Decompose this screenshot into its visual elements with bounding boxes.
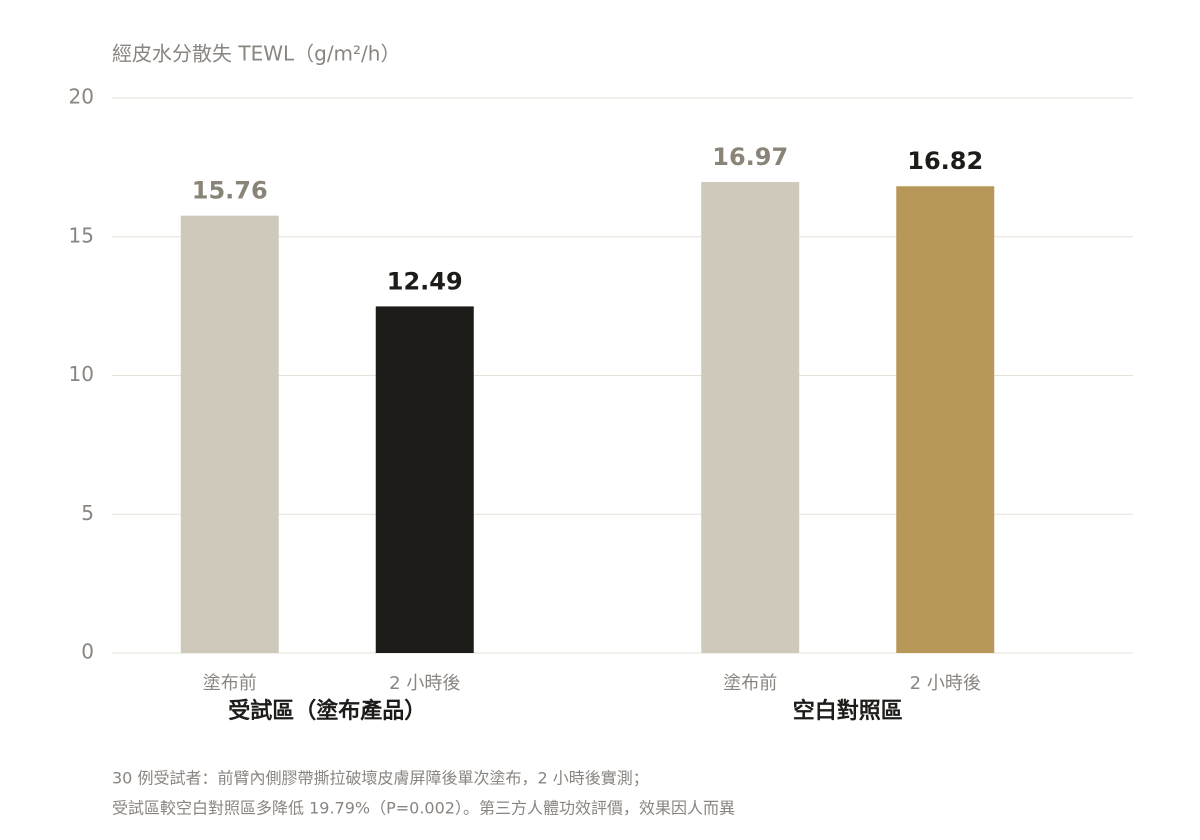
group-label: 空白對照區 xyxy=(793,698,903,724)
value-label: 12.49 xyxy=(387,267,463,295)
group-label: 受試區（塗布產品） xyxy=(228,698,426,724)
bar xyxy=(180,215,279,653)
x-tick-label: 塗布前 xyxy=(203,672,257,694)
y-axis-label: 經皮水分散失 TEWL（g/m²/h） xyxy=(112,42,400,66)
bar xyxy=(701,182,800,653)
bar xyxy=(375,306,474,653)
footnote: 受試區較空白對照區多降低 19.79%（P=0.002）。第三方人體功效評價，效… xyxy=(112,799,735,818)
value-label: 16.97 xyxy=(712,143,788,171)
y-tick-label: 0 xyxy=(81,640,94,664)
y-tick-label: 5 xyxy=(81,501,94,525)
x-tick-label: 塗布前 xyxy=(723,672,777,694)
footnote: 30 例受試者：前臂內側膠帶撕拉破壞皮膚屏障後單次塗布，2 小時後實測； xyxy=(112,769,649,788)
y-tick-label: 15 xyxy=(69,223,94,247)
value-label: 16.82 xyxy=(907,147,983,175)
bar xyxy=(896,186,995,653)
value-label: 15.76 xyxy=(192,177,268,205)
y-tick-label: 10 xyxy=(69,362,94,386)
x-tick-label: 2 小時後 xyxy=(389,673,460,694)
y-tick-label: 20 xyxy=(69,85,94,109)
x-tick-label: 2 小時後 xyxy=(910,673,981,694)
